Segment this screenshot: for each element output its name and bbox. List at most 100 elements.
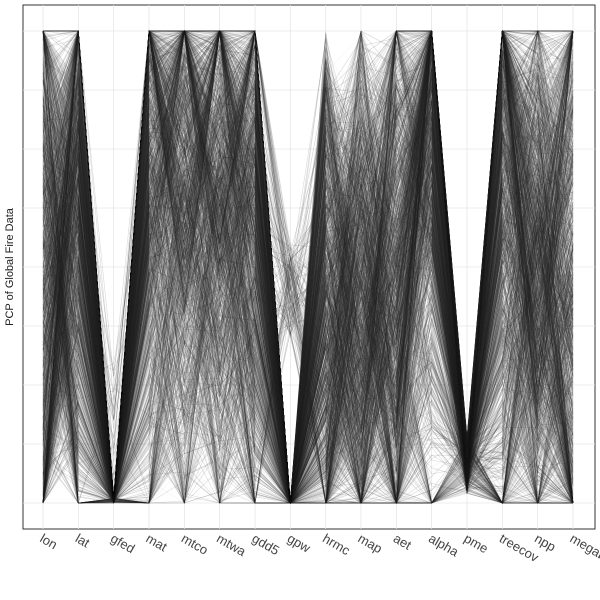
profile-line bbox=[42, 131, 574, 504]
profile-line bbox=[42, 29, 574, 504]
profile-line bbox=[42, 236, 574, 504]
profile-line bbox=[42, 68, 574, 505]
profile-line bbox=[42, 30, 574, 504]
x-tick-label: map bbox=[356, 531, 385, 557]
profile-line bbox=[42, 30, 574, 504]
profile-line bbox=[42, 30, 574, 504]
profile-line bbox=[42, 43, 574, 504]
profile-line bbox=[42, 30, 574, 504]
profile-line bbox=[42, 172, 574, 504]
profile-line bbox=[42, 30, 574, 504]
profile-line bbox=[42, 117, 574, 504]
profile-line bbox=[42, 30, 574, 504]
profile-line bbox=[42, 32, 574, 504]
profile-line bbox=[42, 30, 574, 504]
profile-line bbox=[42, 30, 574, 504]
profile-line bbox=[42, 104, 574, 504]
profile-line bbox=[42, 30, 574, 504]
profile-line bbox=[42, 30, 573, 504]
profile-line bbox=[42, 103, 574, 504]
profile-line bbox=[42, 30, 574, 504]
profile-line bbox=[42, 79, 574, 504]
profile-line bbox=[42, 30, 574, 504]
profile-line bbox=[42, 30, 574, 504]
profile-line bbox=[42, 280, 574, 504]
profile-line bbox=[42, 115, 574, 504]
profile-line bbox=[42, 143, 573, 504]
profile-line bbox=[42, 130, 574, 505]
profile-line bbox=[42, 61, 574, 500]
profile-line bbox=[42, 30, 574, 504]
profile-line bbox=[42, 160, 573, 504]
profile-line bbox=[42, 30, 574, 504]
profile-line bbox=[42, 80, 574, 504]
profile-line bbox=[42, 29, 574, 504]
profile-line bbox=[42, 30, 574, 504]
profile-line bbox=[42, 138, 574, 501]
profile-line bbox=[42, 33, 574, 504]
profile-line bbox=[42, 171, 574, 504]
profile-line bbox=[42, 29, 574, 504]
profile-line bbox=[42, 29, 574, 504]
profile-line bbox=[42, 30, 574, 502]
profile-line bbox=[42, 29, 574, 504]
profile-line bbox=[42, 30, 574, 504]
profile-line bbox=[42, 30, 574, 505]
profile-lines bbox=[42, 29, 574, 505]
profile-line bbox=[42, 30, 574, 504]
profile-line bbox=[42, 30, 574, 504]
profile-line bbox=[42, 51, 574, 504]
profile-line bbox=[42, 206, 574, 504]
profile-line bbox=[42, 30, 574, 504]
profile-line bbox=[42, 29, 574, 503]
profile-line bbox=[42, 104, 574, 504]
profile-line bbox=[42, 89, 574, 504]
profile-line bbox=[42, 30, 574, 504]
profile-line bbox=[42, 41, 574, 504]
profile-line bbox=[42, 29, 574, 504]
profile-line bbox=[42, 30, 574, 504]
profile-line bbox=[42, 30, 573, 504]
profile-line bbox=[42, 70, 574, 504]
profile-line bbox=[42, 30, 574, 501]
profile-line bbox=[42, 30, 574, 504]
profile-line bbox=[42, 30, 574, 504]
profile-line bbox=[42, 62, 574, 504]
profile-line bbox=[42, 35, 574, 504]
grid-lines bbox=[23, 5, 595, 529]
profile-line bbox=[42, 30, 574, 503]
profile-line bbox=[42, 30, 574, 505]
profile-line bbox=[42, 72, 574, 504]
profile-line bbox=[42, 101, 574, 504]
profile-line bbox=[42, 30, 574, 504]
profile-line bbox=[42, 39, 574, 504]
x-tick-label: alpha bbox=[426, 531, 462, 560]
profile-line bbox=[42, 30, 574, 504]
profile-line bbox=[42, 71, 574, 504]
profile-line bbox=[42, 34, 574, 504]
profile-line bbox=[42, 30, 574, 504]
profile-line bbox=[42, 30, 574, 502]
profile-line bbox=[42, 30, 574, 504]
profile-line bbox=[42, 84, 574, 505]
profile-line bbox=[42, 134, 574, 504]
profile-line bbox=[42, 29, 574, 504]
profile-line bbox=[42, 30, 574, 481]
profile-line bbox=[42, 30, 574, 504]
x-tick-label: pme bbox=[462, 531, 491, 557]
profile-line bbox=[42, 43, 574, 504]
profile-line bbox=[42, 95, 574, 504]
profile-line bbox=[42, 30, 574, 504]
profile-line bbox=[42, 30, 574, 504]
profile-line bbox=[42, 213, 574, 505]
profile-line bbox=[42, 30, 574, 504]
profile-line bbox=[42, 30, 574, 504]
profile-line bbox=[42, 30, 574, 504]
profile-line bbox=[42, 62, 574, 504]
profile-line bbox=[42, 71, 574, 504]
profile-line bbox=[42, 30, 574, 504]
profile-line bbox=[42, 47, 574, 504]
profile-line bbox=[42, 186, 574, 504]
profile-line bbox=[42, 92, 573, 504]
profile-line bbox=[42, 30, 574, 504]
